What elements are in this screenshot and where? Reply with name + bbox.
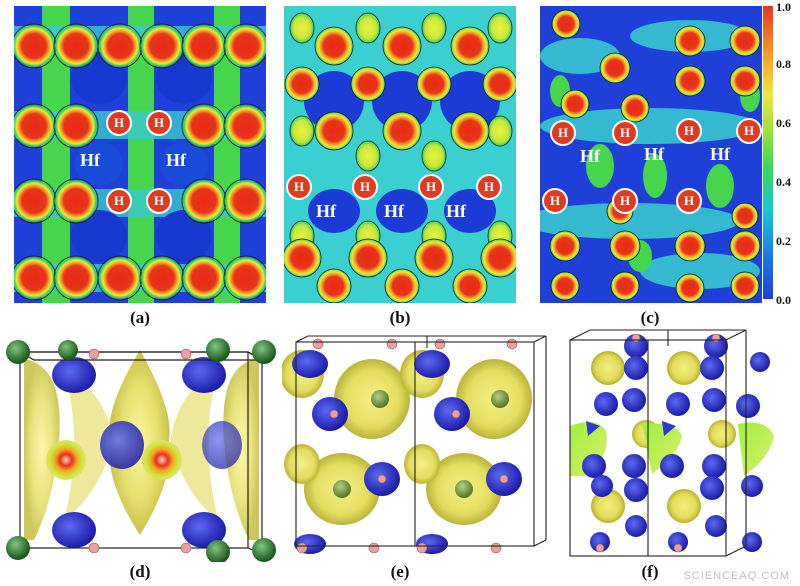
caption-a: (a): [130, 308, 150, 327]
colorbar-tick: 1.0: [776, 0, 791, 14]
h-atom-label: H: [542, 188, 568, 214]
hf-atom-label: Hf: [80, 150, 100, 170]
h-atom-label: H: [286, 174, 312, 200]
h-atom-label: H: [106, 188, 132, 214]
h-atom-label: H: [676, 118, 702, 144]
h-atom-label: H: [612, 188, 638, 214]
h-atom-label: H: [418, 174, 444, 200]
elf-map-a: H H H H Hf Hf: [14, 6, 266, 303]
charge-density-d: [4, 330, 278, 562]
charge-density-e-graphic: [282, 334, 554, 556]
h-atom-label: H: [146, 188, 172, 214]
caption-c: (c): [640, 308, 660, 327]
hf-atom-label: Hf: [166, 150, 186, 170]
hf-atom-label: Hf: [316, 201, 336, 221]
caption-b: (b): [389, 308, 411, 327]
h-atom-label: H: [476, 174, 502, 200]
caption-d: (d): [129, 562, 151, 581]
charge-density-f: [566, 326, 780, 560]
hf-atom-label: Hf: [644, 144, 664, 164]
elf-map-a-graphic: [14, 6, 266, 303]
charge-density-e: [282, 334, 554, 556]
watermark: SCIENCEAQ.COM: [683, 570, 790, 582]
elf-map-c-graphic: [540, 6, 762, 303]
caption-e: (e): [390, 562, 410, 581]
charge-density-f-graphic: [566, 326, 780, 560]
h-atom-label: H: [146, 110, 172, 136]
hf-atom-label: Hf: [580, 146, 600, 166]
h-atom-label: H: [676, 188, 702, 214]
hf-atom-label: Hf: [446, 201, 466, 221]
h-atom-label: H: [550, 120, 576, 146]
h-atom-label: H: [106, 110, 132, 136]
colorbar: [763, 6, 773, 299]
charge-density-d-graphic: [4, 330, 278, 562]
h-atom-label: H: [352, 174, 378, 200]
colorbar-tick: 0.6: [776, 116, 791, 130]
hf-atom-label: Hf: [384, 201, 404, 221]
elf-map-b-graphic: [284, 6, 516, 303]
elf-map-c: H H H H H H H Hf Hf Hf: [540, 6, 762, 303]
colorbar-tick: 0.4: [776, 175, 791, 189]
hf-atom-label: Hf: [710, 144, 730, 164]
elf-map-b: H H H H Hf Hf Hf: [284, 6, 516, 303]
h-atom-label: H: [736, 118, 762, 144]
h-atom-label: H: [612, 120, 638, 146]
caption-f: (f): [641, 562, 659, 581]
colorbar-tick: 0.0: [776, 293, 791, 307]
colorbar-tick: 0.8: [776, 57, 791, 71]
colorbar-tick: 0.2: [776, 234, 791, 248]
